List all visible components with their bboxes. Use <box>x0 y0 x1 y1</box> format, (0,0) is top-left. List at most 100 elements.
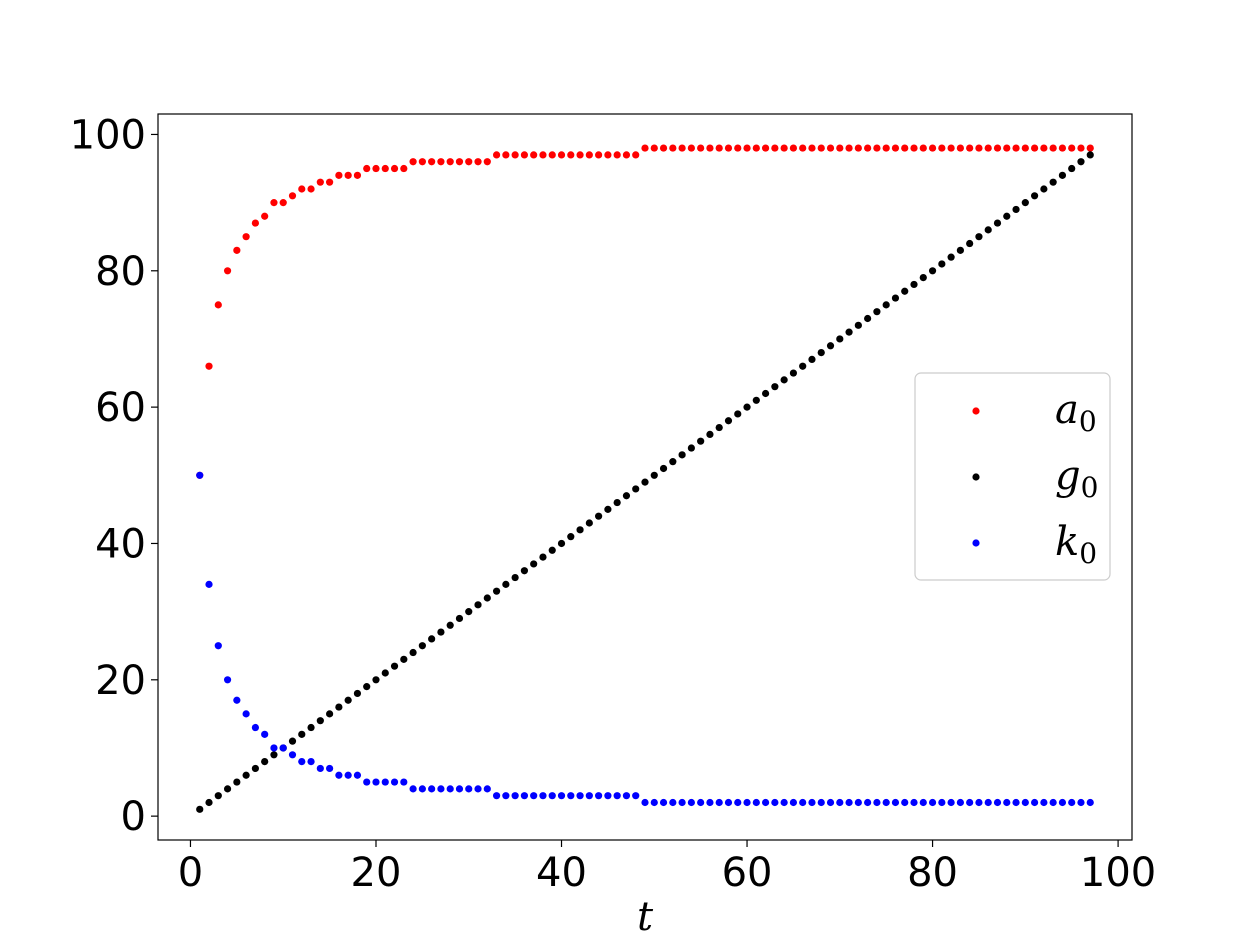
data-point <box>966 239 974 248</box>
data-point <box>1086 151 1094 159</box>
data-point <box>1040 798 1048 807</box>
data-point <box>307 723 315 732</box>
data-point <box>261 730 269 738</box>
data-point <box>928 267 937 275</box>
data-point <box>993 144 1002 152</box>
data-point <box>669 144 677 152</box>
data-point <box>799 144 807 152</box>
data-point <box>817 348 825 357</box>
data-point <box>492 587 501 595</box>
data-point <box>251 219 259 227</box>
data-point <box>344 171 352 179</box>
data-point <box>808 798 816 807</box>
data-point <box>873 144 881 152</box>
data-point <box>817 144 825 152</box>
data-point <box>808 144 816 152</box>
data-point <box>678 451 686 459</box>
data-point <box>557 539 566 548</box>
data-point <box>548 151 556 159</box>
data-point <box>956 246 964 254</box>
data-point <box>390 778 399 786</box>
y-tick-label: 0 <box>121 794 146 840</box>
data-point <box>205 798 213 807</box>
data-point <box>697 144 705 152</box>
data-point <box>372 676 380 684</box>
data-point <box>381 778 389 786</box>
data-point <box>836 144 844 152</box>
data-point <box>483 785 491 793</box>
data-point <box>1040 144 1048 152</box>
data-points <box>196 144 1094 813</box>
data-point <box>1021 144 1029 152</box>
data-point <box>697 437 705 445</box>
data-point <box>734 410 742 418</box>
data-point <box>1031 144 1039 152</box>
data-point <box>669 458 677 466</box>
data-point <box>1021 199 1029 207</box>
data-point <box>520 567 529 575</box>
data-point <box>1012 144 1020 152</box>
data-point <box>595 792 603 800</box>
y-tick-label: 80 <box>95 249 146 295</box>
data-point <box>975 798 983 807</box>
data-point <box>261 212 269 220</box>
data-point <box>465 785 473 793</box>
data-point <box>928 144 937 152</box>
data-point <box>270 751 278 759</box>
data-point <box>836 798 844 807</box>
data-point <box>966 144 974 152</box>
data-point <box>381 669 389 677</box>
data-point <box>1049 144 1057 152</box>
data-point <box>771 144 779 152</box>
data-point <box>316 764 324 773</box>
data-point <box>799 798 807 807</box>
data-point <box>335 703 343 711</box>
data-point <box>706 430 714 438</box>
data-point <box>446 621 454 629</box>
data-point <box>919 144 927 152</box>
data-point <box>715 423 723 432</box>
data-point <box>288 751 297 759</box>
legend-marker <box>972 407 980 415</box>
data-point <box>724 417 733 425</box>
data-point <box>864 798 872 807</box>
data-point <box>789 144 798 152</box>
y-tick-label: 100 <box>70 112 146 158</box>
data-point <box>205 580 213 588</box>
data-point <box>353 689 362 698</box>
data-point <box>455 158 464 166</box>
data-point <box>1068 798 1076 807</box>
data-point <box>1086 798 1094 807</box>
data-point <box>734 798 742 807</box>
data-point <box>641 144 649 152</box>
data-point <box>947 253 955 261</box>
data-point <box>363 164 371 173</box>
data-point <box>223 267 232 275</box>
data-point <box>595 151 603 159</box>
data-point <box>326 710 334 718</box>
x-tick-label: 100 <box>1080 850 1156 896</box>
data-point <box>743 144 751 152</box>
data-point <box>956 144 964 152</box>
data-point <box>1012 205 1020 214</box>
data-point <box>901 798 909 807</box>
data-point <box>557 151 566 159</box>
series-k0 <box>196 471 1094 807</box>
data-point <box>223 676 232 684</box>
data-point <box>984 798 992 807</box>
data-point <box>826 144 835 152</box>
data-point <box>390 662 399 670</box>
data-point <box>761 798 770 807</box>
data-point <box>363 683 371 691</box>
data-point <box>242 710 250 718</box>
data-point <box>446 158 454 166</box>
y-tick-label: 20 <box>95 658 146 704</box>
y-tick-label: 40 <box>95 521 146 567</box>
x-tick-label: 60 <box>722 850 773 896</box>
data-point <box>604 151 612 159</box>
data-point <box>789 798 798 807</box>
data-point <box>242 233 250 241</box>
data-point <box>335 771 343 779</box>
data-point <box>891 294 900 302</box>
data-point <box>511 573 519 582</box>
